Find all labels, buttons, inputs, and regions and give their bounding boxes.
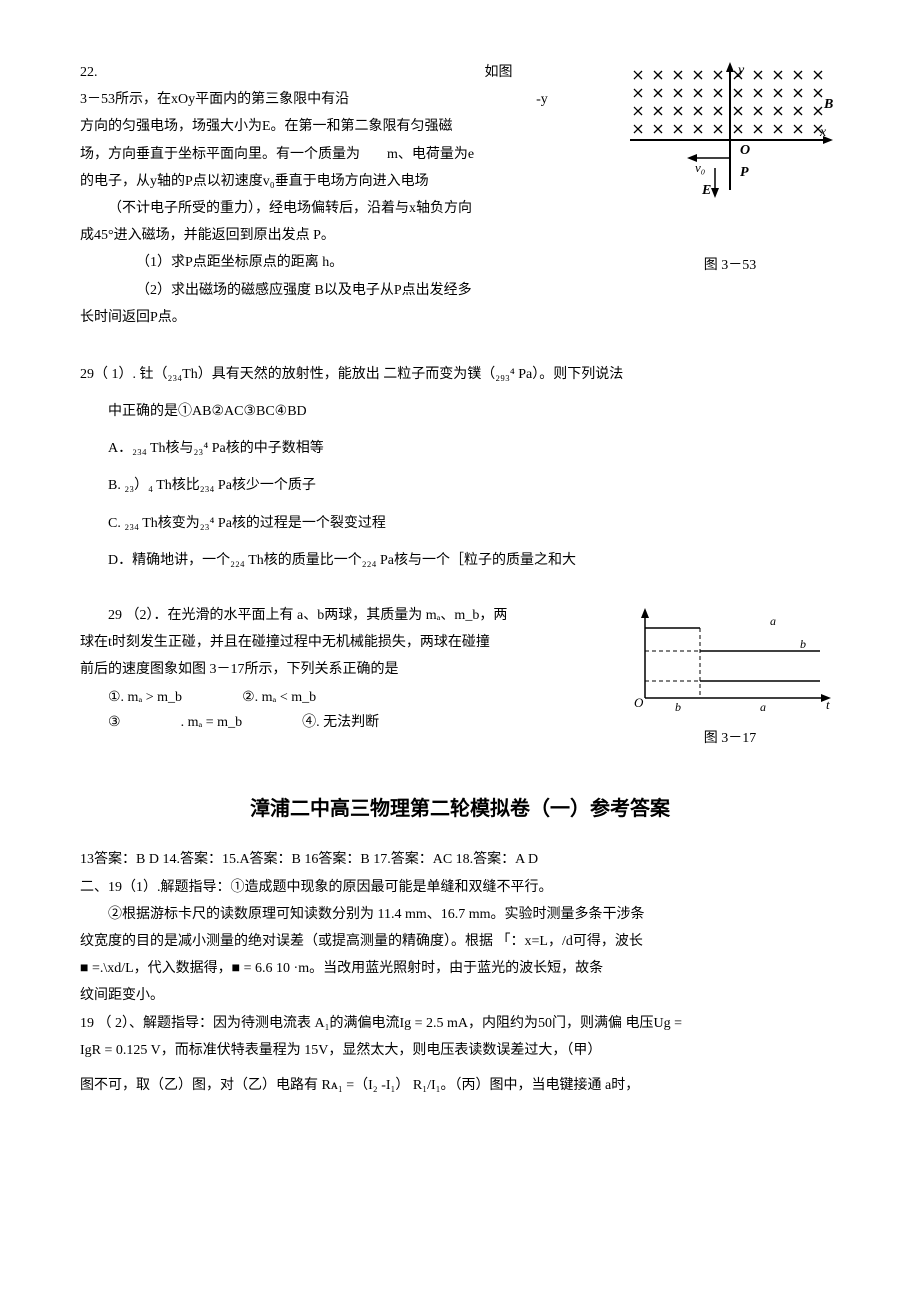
label-y: y <box>736 63 745 78</box>
opt-1: ①. mₐ > m_b <box>108 685 182 710</box>
label-a2: a <box>760 700 766 713</box>
label-O: O <box>740 143 750 158</box>
q22-line: （不计电子所受的重力），经电场偏转后，沿着与x轴负方向 <box>80 196 600 221</box>
q22-line: 3－53所示，在xOy平面内的第三象限中有沿 -y <box>80 87 600 112</box>
q29-1-C: C. ₂₃₄ Th核变为₂₃⁴ Pa核的过程是一个裂变过程 <box>80 511 840 536</box>
q29-1-line2: 中正确的是①AB②AC③BC④BD <box>80 399 840 424</box>
q29-2-l3: 前后的速度图象如图 3－17所示，下列关系正确的是 <box>80 657 600 682</box>
label-x: x <box>819 125 827 140</box>
opt-2: ②. mₐ < m_b <box>242 685 316 710</box>
q22-num: 22. <box>80 65 98 80</box>
ans-l1: 13答案：B D 14.答案：15.A答案：B 16答案：B 17.答案：AC … <box>80 847 840 872</box>
q29-2-l2: 球在t时刻发生正碰，并且在碰撞过程中无机械能损失，两球在碰撞 <box>80 630 600 655</box>
opt-3: ③ <box>108 710 121 735</box>
ans-l2: 二、19（1）.解题指导：①造成题中现象的原因最可能是单缝和双缝不平行。 <box>80 875 840 900</box>
ans-l9: 图不可，取（乙）图，对（乙）电路有 Rᴀ₁ =（I₂ -I₁） R₁/I₁。（丙… <box>80 1073 840 1098</box>
q22-text: 22. 如图 3－53所示，在xOy平面内的第三象限中有沿 -y 方向的匀强电场… <box>80 60 600 332</box>
q29-2-l1: 29 （2）．在光滑的水平面上有 a、b两球，其质量为 mₐ、m_b，两 <box>80 603 600 628</box>
q22-l1a: 如图 <box>485 65 513 80</box>
q29-1-A: A．₂₃₄ Th核与₂₃⁴ Pa核的中子数相等 <box>80 436 840 461</box>
q22-sub1: （1）求P点距坐标原点的距离 h。 <box>80 250 600 275</box>
q29-1-B: B. ₂₃）₄ Th核比₂₃₄ Pa核少一个质子 <box>80 473 840 498</box>
q22-l1b: 3－53所示，在xOy平面内的第三象限中有沿 <box>80 92 349 107</box>
q29-2-opts1: ①. mₐ > m_b ②. mₐ < m_b <box>108 685 600 710</box>
ans-l5: ■ =.\xd/L，代入数据得，■ = 6.6 10 ·m。当改用蓝光照射时，由… <box>80 956 840 981</box>
q22-line: 22. 如图 <box>80 60 600 85</box>
label-O: O <box>634 695 644 710</box>
q22-line: 场，方向垂直于坐标平面向里。有一个质量为 m、电荷量为e <box>80 142 600 167</box>
q29-1-D: D．精确地讲，一个₂₂₄ Th核的质量比一个₂₂₄ Pa核与一个［粒子的质量之和… <box>80 548 840 573</box>
q22-line: 长时间返回P点。 <box>80 305 600 330</box>
q22-line: 方向的匀强电场，场强大小为E。在第一和第二象限有匀强磁 <box>80 114 600 139</box>
q29-2-opts2: ③ . mₐ = m_b ④. 无法判断 <box>108 710 600 735</box>
answers-body: 13答案：B D 14.答案：15.A答案：B 16答案：B 17.答案：AC … <box>80 847 840 1098</box>
ans-l8: IgR = 0.125 V，而标准伏特表量程为 15V，显然太大，则电压表读数误… <box>80 1038 840 1063</box>
label-B: B <box>823 97 833 112</box>
fig-3-53-svg: y B x O P v₀ E <box>620 60 840 240</box>
label-v0: v₀ <box>695 160 705 175</box>
ans-l3: ②根据游标卡尺的读数原理可知读数分别为 11.4 mm、16.7 mm。实验时测… <box>80 902 840 927</box>
q22-l1c: -y <box>536 92 548 107</box>
label-b2: b <box>675 700 681 713</box>
fig-3-17-caption: 图 3－17 <box>620 726 840 751</box>
fig-3-53-caption: 图 3－53 <box>620 253 840 278</box>
q22-line: 的电子，从y轴的P点以初速度v₀垂直于电场方向进入电场 <box>80 169 600 194</box>
label-P: P <box>740 165 749 180</box>
question-22: 22. 如图 3－53所示，在xOy平面内的第三象限中有沿 -y 方向的匀强电场… <box>80 60 840 332</box>
question-29-2: 29 （2）．在光滑的水平面上有 a、b两球，其质量为 mₐ、m_b，两 球在t… <box>80 603 840 751</box>
label-b: b <box>800 637 806 651</box>
figure-3-53: y B x O P v₀ E 图 3－53 <box>620 60 840 278</box>
q22-line: 成45°进入磁场，并能返回到原出发点 P。 <box>80 223 600 248</box>
q29-1-head: 29（ 1）. 钍（₂₃₄Th）具有天然的放射性，能放出 二粒子而变为镤（₂₉₃… <box>80 362 840 387</box>
answers-title: 漳浦二中高三物理第二轮模拟卷（一）参考答案 <box>80 791 840 827</box>
opt-4: ④. 无法判断 <box>302 710 379 735</box>
ans-l7: 19 （ 2）、解题指导：因为待测电流表 A₁的满偏电流Ig = 2.5 mA，… <box>80 1011 840 1036</box>
q29-2-text: 29 （2）．在光滑的水平面上有 a、b两球，其质量为 mₐ、m_b，两 球在t… <box>80 603 600 735</box>
label-a: a <box>770 614 776 628</box>
q22-sub2: （2）求出磁场的磁感应强度 B以及电子从P点出发经多 <box>80 278 600 303</box>
fig-3-17-svg: O t a b b a <box>620 603 840 713</box>
question-29-1: 29（ 1）. 钍（₂₃₄Th）具有天然的放射性，能放出 二粒子而变为镤（₂₉₃… <box>80 362 840 573</box>
ans-l4: 纹宽度的目的是减小测量的绝对误差（或提高测量的精确度）。根据 「：x=L，/d可… <box>80 929 840 954</box>
label-E: E <box>701 183 711 198</box>
opt-3b: . mₐ = m_b <box>181 710 243 735</box>
figure-3-17: O t a b b a 图 3－17 <box>620 603 840 751</box>
label-t: t <box>826 697 830 712</box>
ans-l6: 纹间距变小。 <box>80 983 840 1008</box>
